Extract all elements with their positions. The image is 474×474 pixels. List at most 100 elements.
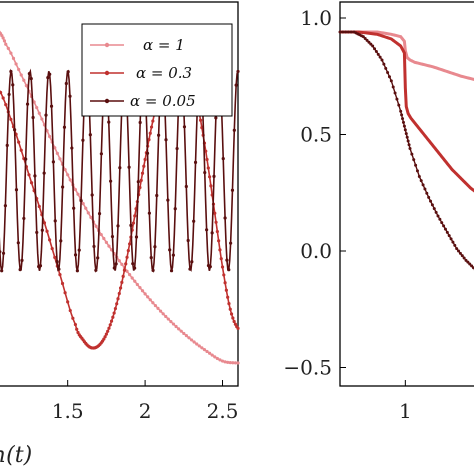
left-series-2-marker bbox=[90, 193, 94, 197]
left-series-2-marker bbox=[7, 92, 11, 97]
left-series-1-marker bbox=[124, 262, 128, 266]
left-series-1-marker bbox=[48, 238, 52, 242]
left-series-2-marker bbox=[64, 81, 68, 86]
right-series-2-marker bbox=[438, 217, 442, 221]
left-series-1-marker bbox=[0, 90, 3, 95]
left-series-0-marker bbox=[151, 301, 155, 305]
left-series-2-marker bbox=[232, 128, 236, 132]
right-y-tick-label: −0.5 bbox=[283, 356, 332, 380]
right-series-2-marker bbox=[367, 40, 371, 44]
left-series-1-marker bbox=[37, 204, 41, 209]
left-series-0-marker bbox=[128, 273, 132, 277]
left-series-2-marker bbox=[35, 230, 39, 235]
left-series-2-marker bbox=[77, 248, 81, 252]
left-series-1-marker bbox=[45, 229, 49, 233]
right-series-2-marker bbox=[412, 158, 416, 162]
left-series-1-marker bbox=[42, 221, 47, 225]
left-series-1-marker bbox=[50, 247, 54, 251]
left-series-2-marker bbox=[192, 219, 196, 223]
left-series-2-marker bbox=[5, 143, 9, 147]
left-series-1-marker bbox=[68, 308, 72, 313]
left-series-1-marker bbox=[112, 311, 116, 315]
right-series-2-marker bbox=[338, 30, 342, 34]
right-series-2-marker bbox=[399, 109, 403, 113]
left-series-1-marker bbox=[75, 327, 79, 331]
left-series-2-marker bbox=[25, 102, 30, 106]
left-series-0-marker bbox=[9, 51, 13, 55]
left-series-2-marker bbox=[48, 72, 52, 76]
left-series-0-marker bbox=[76, 192, 80, 196]
right-series-2-marker bbox=[445, 230, 449, 234]
legend-marker-alpha-1 bbox=[104, 42, 110, 48]
left-series-1-marker bbox=[106, 329, 110, 333]
left-series-2-marker bbox=[29, 77, 33, 81]
right-series-2-marker bbox=[429, 199, 433, 203]
left-series-0-marker bbox=[223, 360, 227, 364]
left-series-0-marker bbox=[11, 56, 16, 61]
left-series-1-marker bbox=[125, 255, 129, 259]
right-series-2-marker bbox=[447, 234, 451, 238]
left-series-0-marker bbox=[148, 298, 152, 302]
left-series-2-marker bbox=[155, 193, 159, 198]
left-series-2-marker bbox=[92, 244, 96, 249]
left-series-1-marker bbox=[118, 286, 123, 290]
legend-entry-alpha-1: α = 1 bbox=[90, 36, 185, 54]
left-series-1-marker bbox=[214, 220, 218, 224]
left-series-2-marker bbox=[227, 268, 231, 272]
left-x-axis-title: h(t) bbox=[0, 443, 32, 468]
right-series-group bbox=[338, 30, 474, 271]
left-series-1-marker bbox=[140, 171, 145, 175]
right-series-2-marker bbox=[365, 38, 369, 42]
left-series-1-marker bbox=[229, 312, 234, 316]
left-series-2-marker bbox=[225, 258, 229, 262]
right-x-ticks: 1 bbox=[399, 380, 412, 423]
left-series-0-marker bbox=[171, 322, 176, 326]
legend-entry-alpha-0-05: α = 0.05 bbox=[90, 92, 196, 110]
left-series-0-marker bbox=[135, 282, 139, 287]
left-series-0-marker bbox=[228, 361, 232, 365]
left-series-1-marker bbox=[208, 175, 212, 179]
left-series-0-marker bbox=[166, 317, 170, 321]
left-series-2-marker bbox=[94, 268, 98, 272]
left-series-1-marker bbox=[205, 157, 209, 162]
left-series-2-marker bbox=[164, 138, 168, 142]
left-series-1-marker bbox=[226, 295, 230, 299]
left-series-2-marker bbox=[16, 241, 20, 245]
left-series-2-marker bbox=[157, 133, 161, 137]
left-series-1-marker bbox=[228, 307, 232, 311]
left-series-1-marker bbox=[116, 297, 120, 301]
left-series-2-marker bbox=[20, 258, 24, 262]
left-series-2-marker bbox=[31, 115, 35, 120]
right-series-2-marker bbox=[451, 240, 455, 244]
left-series-0-marker bbox=[197, 344, 201, 348]
left-series-2-marker bbox=[1, 251, 6, 255]
left-series-2-marker bbox=[3, 204, 7, 208]
right-y-tick-label: 0.0 bbox=[300, 239, 332, 263]
left-series-1-marker bbox=[232, 319, 236, 324]
right-x-tick-label: 1 bbox=[399, 399, 412, 423]
left-series-2-marker bbox=[116, 224, 120, 228]
left-series-0-marker bbox=[138, 286, 142, 290]
left-series-2-marker bbox=[223, 216, 227, 220]
right-series-2-marker bbox=[397, 103, 401, 107]
left-series-2-marker bbox=[49, 104, 54, 108]
left-series-1-marker bbox=[58, 273, 62, 277]
left-series-1-marker bbox=[107, 326, 111, 330]
left-series-0-marker bbox=[158, 309, 163, 313]
left-series-0-marker bbox=[84, 206, 88, 210]
left-series-1-marker bbox=[198, 118, 203, 122]
right-series-2-marker bbox=[380, 58, 384, 62]
right-series-2-marker bbox=[410, 152, 414, 156]
left-series-1-marker bbox=[139, 178, 143, 182]
left-series-2-marker bbox=[234, 83, 238, 87]
left-series-1-marker bbox=[213, 211, 217, 215]
left-series-1-marker bbox=[111, 315, 115, 319]
left-series-1-marker bbox=[17, 140, 21, 144]
left-series-0-marker bbox=[140, 289, 145, 293]
left-series-2-marker bbox=[61, 185, 65, 189]
left-series-0-marker bbox=[86, 211, 90, 215]
right-series-2-marker bbox=[408, 146, 412, 150]
left-series-2-marker bbox=[79, 199, 83, 203]
right-series-2-marker bbox=[464, 258, 468, 262]
left-series-2-marker bbox=[127, 165, 131, 169]
